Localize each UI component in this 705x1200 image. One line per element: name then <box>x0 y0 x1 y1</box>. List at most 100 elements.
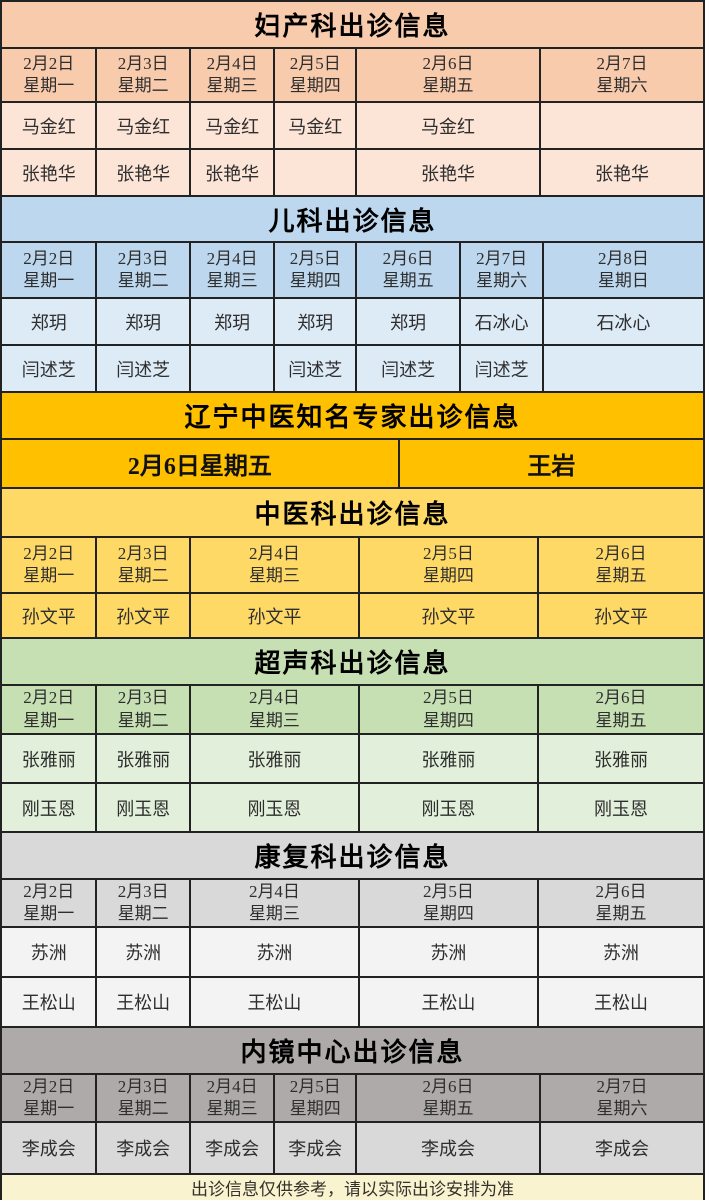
table-row: 马金红 马金红 马金红 马金红 马金红 <box>2 101 703 148</box>
table-row: 王松山 王松山 王松山 王松山 王松山 <box>2 976 703 1026</box>
doctor-cell: 刚玉恩 <box>536 784 703 831</box>
doctor-cell: 李成会 <box>21 1139 76 1159</box>
section-title-endoscopy: 内镜中心出诊信息 <box>2 1026 703 1073</box>
section-rehabilitation: 康复科出诊信息 2月2日 星期一 2月3日 星期二 2月4日 星期三 2月5日 星期四 2月6日星… <box>2 831 703 1026</box>
date-cell: 2月5日 星期四 <box>273 49 355 101</box>
date-header-row: 2月2日 星期一 2月3日 星期二 2月4日 星期三 2月5日 星期四 2月6日 星期五 <box>2 684 703 733</box>
section-pediatrics: 儿科出诊信息 2月2日 星期一 2月3日 星期二 2月4日 星期三 2月5日 星期四 2月6日 星期… <box>2 195 703 391</box>
section-title-ultrasound: 超声科出诊信息 <box>2 637 703 684</box>
date-header-row: 2月2日 星期一 2月3日 星期二 2月4日 星期三 2月5日 星期四 2月6日 星期五 2月7日星… <box>2 241 703 297</box>
date-cell: 2月2日 星期一 <box>23 248 75 290</box>
date-cell: 2月5日 星期四 <box>357 538 537 592</box>
doctor-cell: 苏洲 <box>536 928 703 976</box>
empty-cell <box>188 346 274 391</box>
date-cell: 2月3日 星期二 <box>95 1075 188 1121</box>
table-row: 郑玥 郑玥 郑玥 郑玥 郑玥 石冰心 石冰心 <box>2 297 703 344</box>
date-cell: 2月4日 星期三 <box>188 243 274 297</box>
doctor-cell: 李成会 <box>188 1123 274 1173</box>
doctor-cell: 孙文平 <box>188 594 358 637</box>
date-cell: 2月4日 星期三 <box>188 1075 274 1121</box>
date-cell: 2月7日 星期六 <box>459 243 542 297</box>
date-header-row: 2月2日 星期一 2月3日 星期二 2月4日 星期三 2月5日 星期四 2月6日 星期五 2月7日星… <box>2 47 703 101</box>
date-cell: 2月6日 星期五 <box>354 49 539 101</box>
doctor-cell: 闫述芝 <box>95 346 188 391</box>
doctor-cell: 苏洲 <box>30 943 67 963</box>
date-cell: 2月3日 星期二 <box>95 538 188 592</box>
date-cell: 2月6日 星期五 <box>536 686 703 733</box>
doctor-cell: 闫述芝 <box>21 359 76 380</box>
date-cell: 2月2日 星期一 <box>23 53 75 95</box>
date-cell: 2月5日 星期四 <box>357 686 537 733</box>
table-row: 2月6日星期五 王岩 <box>2 438 703 487</box>
doctor-cell: 马金红 <box>188 103 274 148</box>
date-cell: 2月6日 星期五 <box>354 1075 539 1121</box>
doctor-cell: 郑玥 <box>95 299 188 344</box>
doctor-cell: 马金红 <box>354 103 539 148</box>
date-cell: 2月2日 星期一 <box>23 881 75 923</box>
date-header-row: 2月2日 星期一 2月3日 星期二 2月4日 星期三 2月5日 星期四 2月6日 星期五 2月7日星… <box>2 1073 703 1121</box>
doctor-cell: 张雅丽 <box>21 749 76 770</box>
date-cell: 2月3日 星期二 <box>95 686 188 733</box>
doctor-cell: 孙文平 <box>95 594 188 637</box>
date-cell: 2月6日 星期五 <box>536 538 703 592</box>
date-cell: 2月2日 星期一 <box>23 543 75 585</box>
date-cell: 2月6日 星期五 <box>536 880 703 926</box>
doctor-cell: 马金红 <box>95 103 188 148</box>
section-title-rehabilitation: 康复科出诊信息 <box>2 831 703 878</box>
doctor-cell: 张艳华 <box>21 163 76 184</box>
doctor-cell: 刚玉恩 <box>95 784 188 831</box>
doctor-cell: 张艳华 <box>354 150 539 195</box>
section-obstetrics: 妇产科出诊信息 2月2日 星期一 2月3日 星期二 2月4日 星期三 2月5日 星期四 2月6日星… <box>2 0 703 195</box>
date-cell: 2月4日 星期三 <box>188 538 358 592</box>
disclaimer-footer: 出诊信息仅供参考，请以实际出诊安排为准 <box>2 1173 703 1200</box>
doctor-cell: 孙文平 <box>536 594 703 637</box>
date-cell: 2月4日 星期三 <box>188 880 358 926</box>
date-cell: 2月4日 星期三 <box>188 49 274 101</box>
table-row: 闫述芝 闫述芝 闫述芝 闫述芝 闫述芝 <box>2 344 703 391</box>
schedule-sections: 妇产科出诊信息 2月2日 星期一 2月3日 星期二 2月4日 星期三 2月5日 星期四 2月6日星… <box>2 0 703 1173</box>
doctor-cell: 李成会 <box>95 1123 188 1173</box>
section-title-obstetrics: 妇产科出诊信息 <box>2 0 703 47</box>
doctor-cell: 王松山 <box>357 978 537 1026</box>
doctor-cell: 马金红 <box>273 103 355 148</box>
doctor-cell: 王松山 <box>21 993 76 1013</box>
date-cell: 2月3日 星期二 <box>95 49 188 101</box>
table-row: 张艳华 张艳华 张艳华 张艳华 张艳华 <box>2 148 703 195</box>
doctor-cell: 石冰心 <box>541 299 703 344</box>
doctor-cell: 郑玥 <box>30 312 67 333</box>
doctor-cell: 孙文平 <box>21 606 76 627</box>
section-title-liaoning-experts: 辽宁中医知名专家出诊信息 <box>2 391 703 438</box>
doctor-cell: 王松山 <box>95 978 188 1026</box>
date-header-row: 2月2日 星期一 2月3日 星期二 2月4日 星期三 2月5日 星期四 2月6日 星期五 <box>2 878 703 926</box>
doctor-cell: 郑玥 <box>188 299 274 344</box>
doctor-cell: 2月6日星期五 <box>127 454 272 480</box>
doctor-cell: 王松山 <box>536 978 703 1026</box>
table-row: 苏洲 苏洲 苏洲 苏洲 苏洲 <box>2 926 703 976</box>
date-cell: 2月5日 星期四 <box>273 243 355 297</box>
date-cell: 2月5日 星期四 <box>273 1075 355 1121</box>
doctor-cell: 郑玥 <box>273 299 355 344</box>
doctor-cell: 刚玉恩 <box>357 784 537 831</box>
section-ultrasound: 超声科出诊信息 2月2日 星期一 2月3日 星期二 2月4日 星期三 2月5日 星期四 2月6日星… <box>2 637 703 831</box>
disclaimer-text: 出诊信息仅供参考，请以实际出诊安排为准 <box>191 1180 514 1199</box>
date-cell: 2月3日 星期二 <box>95 243 188 297</box>
doctor-cell: 苏洲 <box>95 928 188 976</box>
doctor-cell: 李成会 <box>273 1123 355 1173</box>
section-tcm: 中医科出诊信息 2月2日 星期一 2月3日 星期二 2月4日 星期三 2月5日 星期四 2月6日星… <box>2 487 703 637</box>
section-liaoning-experts: 辽宁中医知名专家出诊信息 2月6日星期五 王岩 <box>2 391 703 487</box>
date-cell: 2月3日 星期二 <box>95 880 188 926</box>
doctor-cell: 张雅丽 <box>357 735 537 782</box>
doctor-cell: 王岩 <box>397 440 703 487</box>
doctor-cell: 王松山 <box>188 978 358 1026</box>
date-cell: 2月8日 星期日 <box>541 243 703 297</box>
date-cell: 2月2日 星期一 <box>23 1076 75 1118</box>
empty-cell <box>541 346 703 391</box>
doctor-cell: 刚玉恩 <box>21 798 76 819</box>
date-header-row: 2月2日 星期一 2月3日 星期二 2月4日 星期三 2月5日 星期四 2月6日 星期五 <box>2 536 703 592</box>
table-row: 张雅丽 张雅丽 张雅丽 张雅丽 张雅丽 <box>2 733 703 782</box>
section-title-tcm: 中医科出诊信息 <box>2 487 703 536</box>
doctor-cell: 闫述芝 <box>273 346 355 391</box>
date-cell: 2月5日 星期四 <box>357 880 537 926</box>
doctor-cell: 郑玥 <box>354 299 459 344</box>
date-cell: 2月6日 星期五 <box>354 243 459 297</box>
